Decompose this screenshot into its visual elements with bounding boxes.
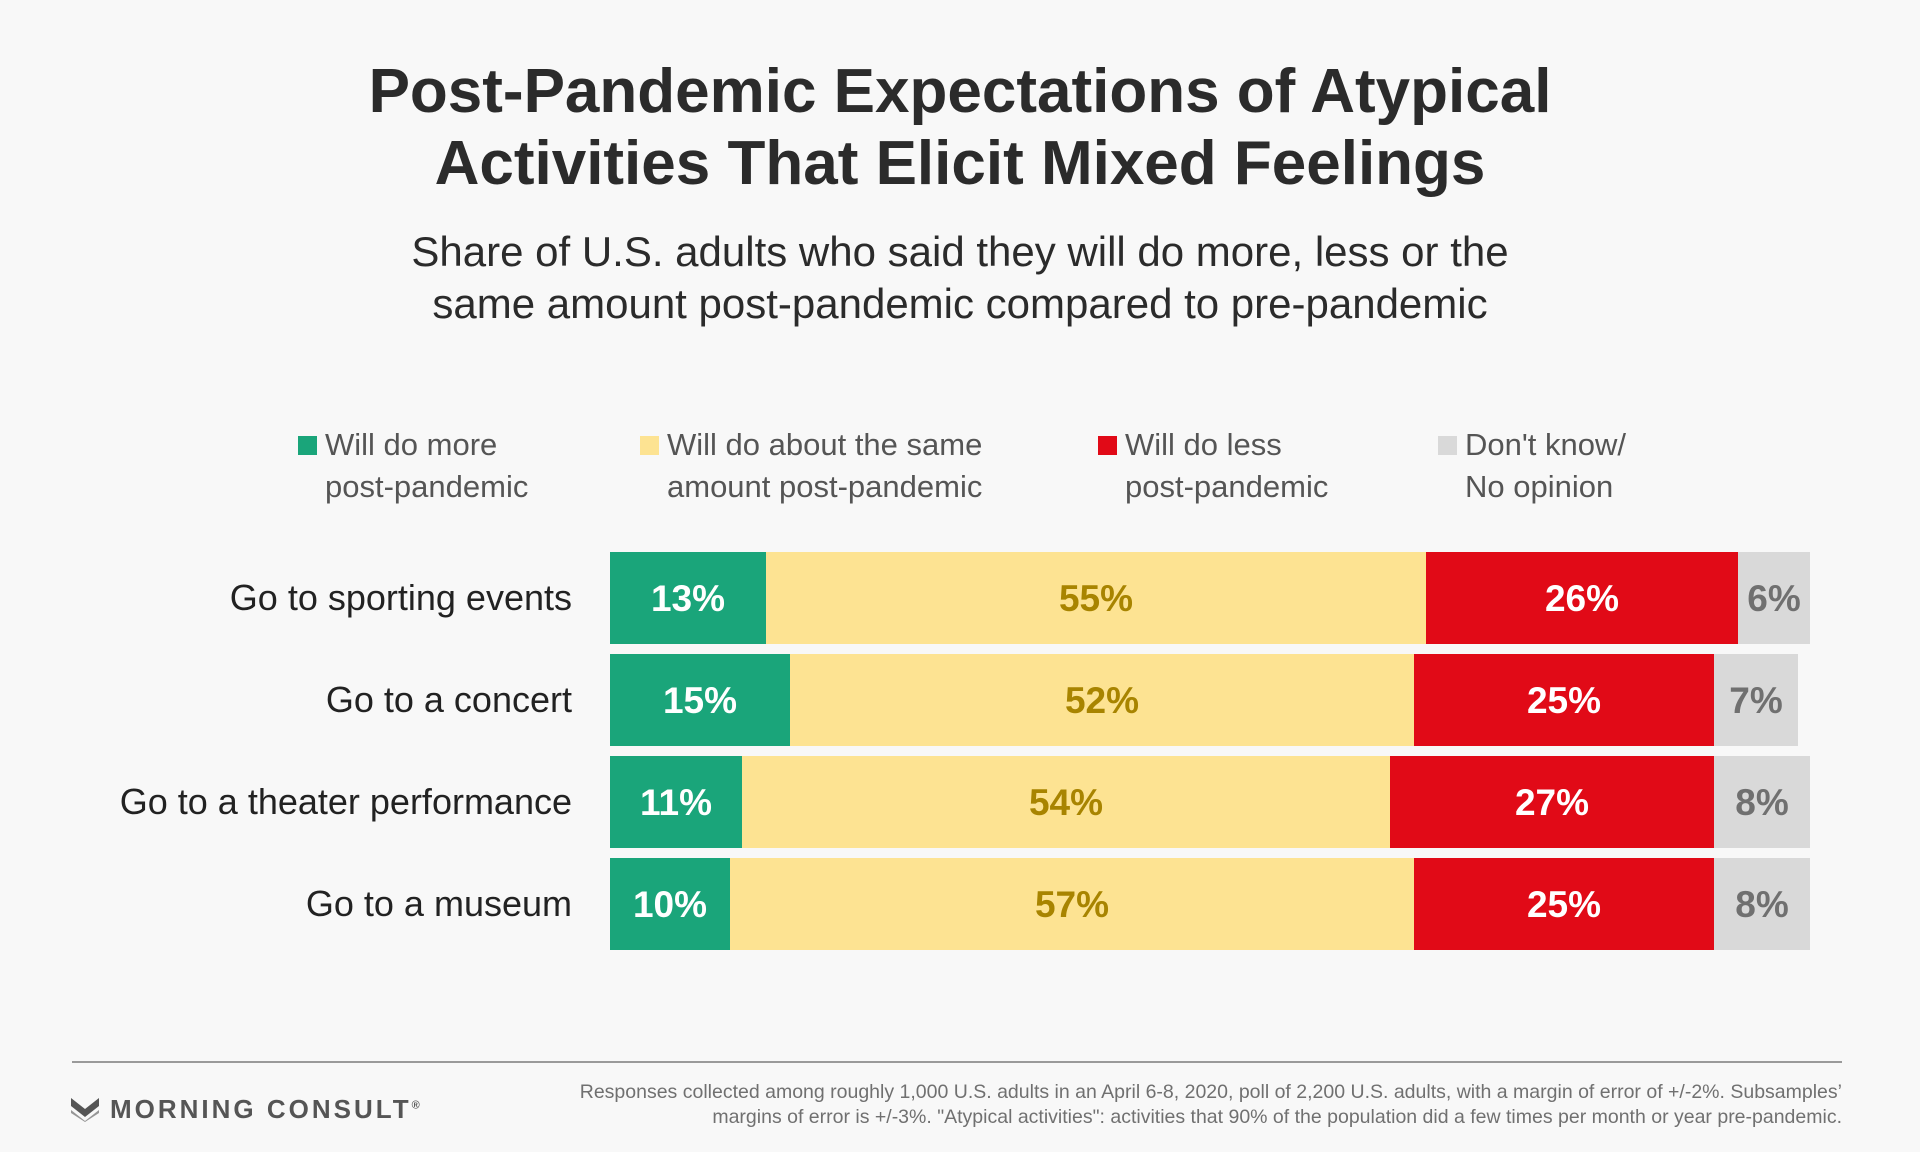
- bar-row: Go to a museum 10% 57% 25% 8%: [306, 858, 1810, 950]
- bar-segment: [1714, 756, 1810, 848]
- data-label: 25%: [1527, 884, 1601, 925]
- data-label: 26%: [1545, 578, 1619, 619]
- data-label: 7%: [1729, 680, 1782, 721]
- category-label: Go to a museum: [306, 883, 572, 924]
- legend-swatch: [1098, 436, 1117, 455]
- legend-swatch: [298, 436, 317, 455]
- data-label: 52%: [1065, 680, 1139, 721]
- brand-registered-mark: ®: [411, 1099, 420, 1112]
- legend-label: Will do less post-pandemic: [1125, 424, 1328, 508]
- chart-title: Post-Pandemic Expectations of Atypical A…: [0, 56, 1920, 200]
- legend-label-line: post-pandemic: [1125, 469, 1329, 504]
- legend-label-line: Will do less: [1125, 427, 1282, 462]
- bar-segment: [730, 858, 1414, 950]
- bar-segment: [742, 756, 1390, 848]
- footer-divider: [72, 1061, 1842, 1063]
- chart-subtitle-line: same amount post-pandemic compared to pr…: [432, 280, 1488, 327]
- bar-segment: [610, 756, 742, 848]
- bar-segment: [1738, 552, 1810, 644]
- bar-segment: [1714, 858, 1810, 950]
- data-label: 10%: [633, 884, 707, 925]
- category-label: Go to a theater performance: [120, 781, 572, 822]
- bar-segment: [610, 552, 766, 644]
- stacked-bar-chart: Go to sporting events 13% 55% 26% 6% Go to a …: [120, 552, 1810, 950]
- bar-segment: [1426, 552, 1738, 644]
- data-label: 11%: [640, 782, 712, 823]
- bar-segment: [1414, 858, 1714, 950]
- brand-mark-icon: [71, 1098, 99, 1122]
- legend-swatch: [1438, 436, 1457, 455]
- legend-label: Will do about the same amount post-pande…: [667, 424, 982, 508]
- source-note-line: Responses collected among roughly 1,000 …: [579, 1081, 1842, 1103]
- legend-label-line: Will do about the same: [667, 427, 983, 462]
- legend-label-line: post-pandemic: [325, 469, 529, 504]
- legend-label: Will do more post-pandemic: [325, 424, 528, 508]
- bar-row: Go to a concert 15% 52% 25% 7%: [326, 654, 1798, 746]
- chart-legend: Will do more post-pandemic Will do about…: [0, 424, 1920, 524]
- bar-segment: [1714, 654, 1798, 746]
- legend-label-line: Will do more: [325, 427, 498, 462]
- source-note-line: margins of error is +/-3%. "Atypical act…: [712, 1106, 1842, 1128]
- chart-subtitle: Share of U.S. adults who said they will …: [0, 226, 1920, 330]
- bar-row: Go to sporting events 13% 55% 26% 6%: [230, 552, 1810, 644]
- data-label: 8%: [1735, 782, 1788, 823]
- source-note: Responses collected among roughly 1,000 …: [442, 1080, 1842, 1130]
- category-label: Go to a concert: [326, 679, 572, 720]
- bar-segment: [610, 654, 790, 746]
- data-label: 15%: [663, 680, 737, 721]
- chart-subtitle-line: Share of U.S. adults who said they will …: [411, 228, 1509, 275]
- data-label: 54%: [1029, 782, 1103, 823]
- category-label: Go to sporting events: [230, 577, 572, 618]
- legend-label-line: Don't know/: [1465, 427, 1626, 462]
- data-label: 8%: [1735, 884, 1788, 925]
- data-label: 55%: [1059, 578, 1133, 619]
- legend-swatch: [640, 436, 659, 455]
- bar-segment: [766, 552, 1426, 644]
- data-label: 13%: [651, 578, 725, 619]
- legend-label-line: No opinion: [1465, 469, 1614, 504]
- bar-segment: [1390, 756, 1714, 848]
- legend-label-line: amount post-pandemic: [667, 469, 983, 504]
- chart-title-line: Post-Pandemic Expectations of Atypical: [368, 57, 1552, 126]
- brand-name-text: MORNING CONSULT: [110, 1094, 412, 1124]
- bar-segment: [610, 858, 730, 950]
- brand-name: MORNING CONSULT®: [110, 1094, 420, 1125]
- bar-row: Go to a theater performance 11% 54% 27% 8%: [120, 756, 1810, 848]
- data-label: 6%: [1747, 578, 1800, 619]
- chart-title-line: Activities That Elicit Mixed Feelings: [434, 129, 1486, 198]
- data-label: 27%: [1515, 782, 1589, 823]
- legend-label: Don't know/ No opinion: [1465, 424, 1626, 508]
- data-label: 57%: [1035, 884, 1109, 925]
- bar-segment: [1414, 654, 1714, 746]
- data-label: 25%: [1527, 680, 1601, 721]
- bar-segment: [790, 654, 1414, 746]
